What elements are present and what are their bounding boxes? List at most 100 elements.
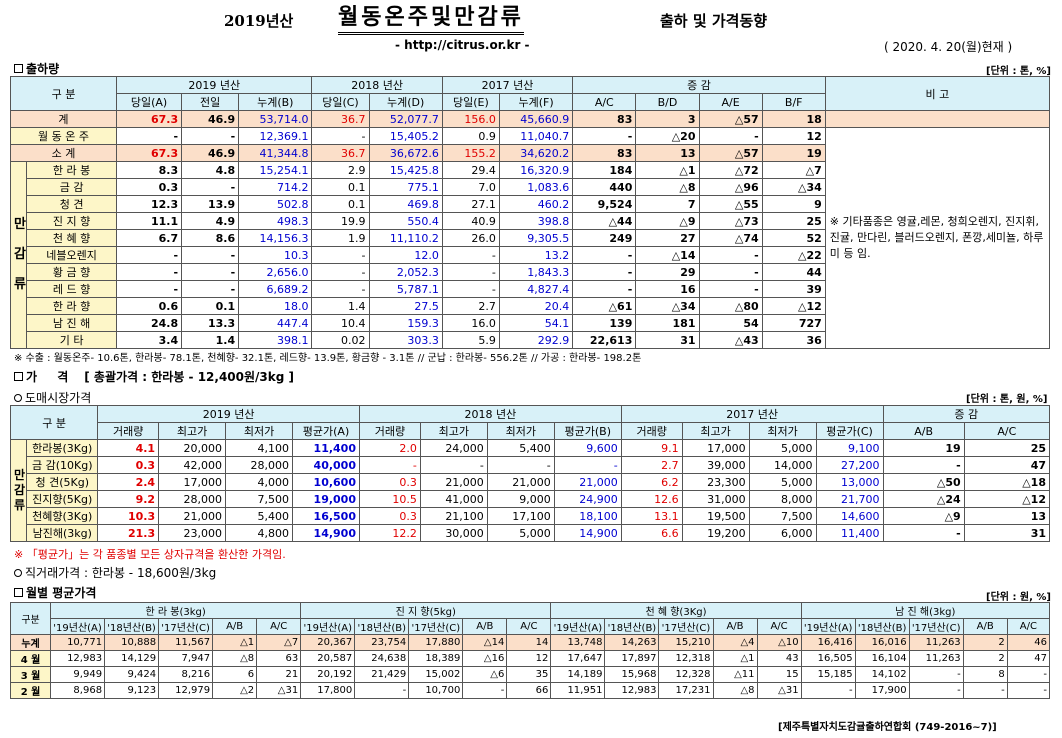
table-cell: △9 [882,507,965,525]
table-cell: 24,000 [419,439,488,457]
table-cell: 20,367 [300,634,356,651]
table-cell: △61 [572,297,637,315]
table-cell: - [181,127,240,145]
table-cell: 14,129 [104,650,160,667]
table-cell: 12 [761,127,826,145]
col-2018: 2018 년산 [359,405,622,423]
table-cell: 398.8 [498,212,574,230]
table-cell: 54 [698,314,763,332]
table-cell: - [486,456,555,474]
table-cell: △14 [462,634,508,651]
report-subtitle: 출하 및 가격동향 [660,12,768,30]
row-label: 천 혜 향 [26,229,117,247]
table-cell: 498.3 [238,212,313,230]
table-cell: 12.6 [620,490,683,508]
table-cell: 14 [506,634,552,651]
col-2017: 2017 년산 [620,405,884,423]
table-cell: 25 [963,439,1051,457]
group-label: 만 감 류 [9,439,28,542]
table-cell: 12.0 [368,246,443,264]
table-row: 3 월 9,949 9,424 8,216 6 21 20,192 21,429 15,002 △… [9,666,1051,683]
site-url: - http://citrus.or.kr - [395,38,530,52]
table-cell: 24,638 [354,650,410,667]
table-cell: 0.1 [311,178,370,196]
table-cell: △44 [572,212,637,230]
table-cell: 27,200 [815,456,884,474]
table-cell: - [359,456,421,474]
table-cell: 14,263 [604,634,660,651]
table-cell: 12 [506,650,552,667]
table-cell: 159.3 [368,314,443,332]
table-cell: 8.6 [181,229,240,247]
col-header: 거래량 [359,422,421,440]
table-cell: 21 [256,666,302,683]
col-header: 누계(B) [238,93,313,111]
table-cell: 17,880 [408,634,464,651]
table-cell: 139 [572,314,637,332]
table-cell: - [698,280,763,298]
table-cell: 13.9 [181,195,240,213]
table-cell: 42,000 [158,456,227,474]
table-cell: 13 [635,144,700,162]
table-cell: 12.2 [359,524,421,542]
table-cell: - [572,263,637,281]
col-gu: 구 분 [10,76,117,111]
table-cell: 0.3 [359,473,421,491]
table-row: 천혜향(3Kg) 10.3 21,000 5,400 16,500 0.3 21,100 17… [11,507,1051,525]
table-cell: △10 [756,634,802,651]
table-cell: 4,100 [225,439,293,457]
table-cell: △34 [635,297,700,315]
table-cell: 18,100 [553,507,622,525]
checkbox-square-icon [14,372,23,381]
table-cell: 11,400 [815,524,884,542]
col-header: B/F [761,93,826,111]
table-cell: - [181,280,240,298]
table-cell: △8 [212,650,258,667]
table-cell: 12,983 [50,650,106,667]
table-cell: △9 [635,212,700,230]
table-cell: 40.9 [441,212,500,230]
table-cell: △1 [212,634,258,651]
table-cell: 11,110.2 [368,229,443,247]
table-cell: △57 [698,110,763,128]
circle-bullet-icon [14,569,22,577]
table-cell: 10,888 [104,634,160,651]
table-cell: 1.4 [311,297,370,315]
table-cell: 36.7 [311,110,370,128]
table-row: 만 감 류 한라봉(3Kg) 4.1 20,000 4,100 11,400 2.0 24,0… [9,439,1051,542]
table-cell: 18,389 [408,650,464,667]
table-cell: 15 [756,666,802,683]
table-cell: 6,689.2 [238,280,313,298]
table-cell: 184 [572,161,637,179]
table-cell: 1.4 [181,331,240,349]
table-cell: △8 [712,682,758,699]
table-cell: 4,827.4 [498,280,574,298]
checkbox-square-icon [14,588,23,597]
table-cell: △55 [698,195,763,213]
table-row: 남진해(3kg) 21.3 23,000 4,800 14,900 12.2 30,000 5… [11,524,1051,542]
monthly-avg-price-table: 구분 한 라 봉(3kg) 진 지 향(5kg) 천 혜 향(3Kg) 남 진 … [9,602,1051,699]
col-header: A/B [712,618,758,635]
col-header: A/C [756,618,802,635]
table-cell: 8 [962,666,1008,683]
row-label: 청 견 [26,195,117,213]
table-cell: - [462,682,508,699]
table-cell: 67.3 [115,110,183,128]
table-cell: 20,000 [158,439,227,457]
col-2019: 2019 년산 [115,76,313,94]
table-cell: 14,000 [748,456,817,474]
table-cell: 19.9 [311,212,370,230]
table-cell: 7,500 [225,490,293,508]
col-header: 누계(F) [498,93,574,111]
table-cell: 25 [761,212,826,230]
monthly-unit: [단위 : 원, %] [986,592,1052,603]
row-label: 남 진 해 [26,314,117,332]
table-cell: - [441,263,500,281]
table-cell: 16 [635,280,700,298]
table-row: 네블오렌지 - -10.3-12.0-13.2- △14- △22 [11,246,1050,264]
table-cell: 2 [962,650,1008,667]
table-cell: 2.7 [620,456,683,474]
table-cell: 46.9 [181,144,240,162]
row-label: 소 계 [10,144,117,162]
table-cell: 52 [761,229,826,247]
